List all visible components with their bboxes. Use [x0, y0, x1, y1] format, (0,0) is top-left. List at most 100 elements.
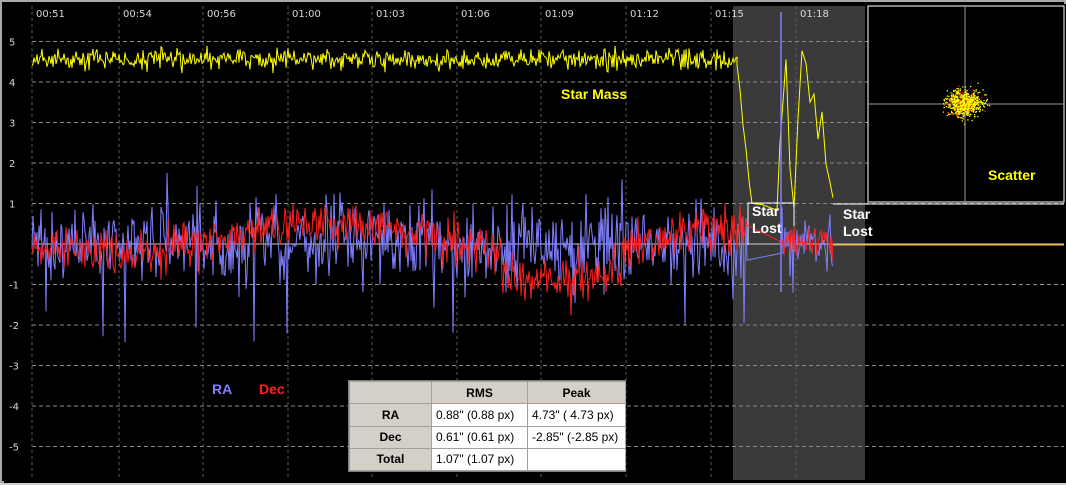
scatter-point [970, 85, 972, 88]
scatter-point [972, 93, 975, 95]
scatter-point [946, 90, 948, 92]
scatter-point [953, 107, 955, 109]
scatter-point [974, 97, 976, 99]
scatter-point [959, 113, 961, 115]
scatter-point [973, 104, 975, 106]
scatter-point [942, 111, 945, 113]
scatter-point [974, 116, 977, 118]
scatter-point [953, 109, 955, 111]
scatter-point [956, 108, 958, 111]
scatter-point [953, 89, 955, 92]
scatter-point [950, 97, 952, 100]
scatter-point [961, 104, 963, 106]
scatter-point [961, 120, 963, 122]
scatter-point [950, 107, 952, 109]
star-lost-label-2: Star Lost [843, 206, 873, 240]
scatter-point [965, 105, 967, 107]
scatter-point [970, 110, 973, 112]
scatter-point [954, 100, 956, 103]
stats-table: RMS Peak RA 0.88" (0.88 px) 4.73" ( 4.73… [348, 380, 626, 472]
scatter-point [953, 90, 955, 92]
scatter-point [953, 97, 956, 99]
scatter-point [967, 97, 970, 99]
scatter-point [957, 115, 959, 118]
scatter-point [985, 100, 988, 102]
scatter-point [955, 99, 957, 101]
scatter-point [971, 105, 973, 107]
scatter-point [954, 101, 957, 104]
scatter-point [970, 99, 972, 102]
scatter-point [952, 107, 954, 109]
y-tick-label: -5 [9, 443, 19, 454]
scatter-point [966, 97, 968, 99]
scatter-point [966, 95, 968, 97]
scatter-point [958, 109, 961, 111]
y-tick-label: 1 [9, 200, 15, 211]
scatter-point [962, 99, 964, 101]
scatter-plot[interactable] [867, 5, 1065, 203]
scatter-point [962, 104, 964, 106]
scatter-point [959, 100, 962, 103]
dec-trace [31, 203, 834, 316]
scatter-point [957, 113, 959, 115]
scatter-point [959, 88, 961, 90]
scatter-point [967, 95, 970, 98]
star-lost-label-1: Star Lost [752, 203, 782, 237]
scatter-point [974, 101, 976, 103]
scatter-point [973, 105, 975, 108]
scatter-point [959, 99, 962, 102]
scatter-point [955, 110, 957, 112]
scatter-point [971, 119, 973, 122]
star-lost-label-1-line1: Star [752, 203, 780, 219]
scatter-point [963, 106, 965, 108]
scatter-point [958, 111, 960, 113]
scatter-point [971, 101, 973, 103]
scatter-point [975, 96, 978, 98]
stats-row-label: Total [349, 447, 432, 472]
time-tick-label: 00:54 [123, 9, 152, 20]
scatter-point [976, 102, 978, 104]
scatter-point [976, 103, 978, 105]
scatter-point [951, 98, 953, 100]
scatter-point [964, 108, 966, 110]
scatter-point [964, 96, 966, 98]
scatter-point [974, 103, 977, 105]
scatter-point [967, 93, 969, 95]
star-lost-label-2-line1: Star [843, 206, 871, 222]
scatter-point [965, 91, 967, 93]
scatter-point [960, 96, 962, 98]
y-tick-label: -3 [9, 362, 19, 373]
scatter-point [955, 100, 957, 102]
scatter-point [951, 99, 953, 102]
scatter-point [977, 98, 979, 100]
scatter-point [983, 105, 985, 107]
scatter-point [965, 93, 967, 95]
scatter-point [945, 101, 947, 104]
scatter-point [960, 101, 962, 103]
y-tick-label: -1 [9, 281, 19, 292]
scatter-point [973, 92, 975, 94]
scatter-point [957, 97, 959, 99]
scatter-point [954, 98, 956, 100]
scatter-point [957, 88, 959, 90]
scatter-point [961, 115, 963, 117]
scatter-point [953, 98, 955, 100]
scatter-point [943, 103, 945, 105]
scatter-point [962, 115, 965, 118]
scatter-point [970, 107, 972, 109]
scatter-point [967, 105, 969, 107]
scatter-point [949, 106, 951, 108]
scatter-point [957, 107, 959, 109]
scatter-point [958, 108, 960, 110]
scatter-point [970, 107, 973, 109]
scatter-point [958, 116, 960, 118]
scatter-point [959, 106, 961, 108]
scatter-point [966, 108, 968, 110]
stats-cell-rms: 0.61" (0.61 px) [431, 425, 528, 449]
scatter-point [953, 104, 955, 106]
scatter-point [972, 106, 974, 108]
scatter-point [956, 99, 959, 101]
scatter-point [972, 103, 974, 105]
scatter-point [984, 94, 986, 96]
star-mass-label: Star Mass [561, 86, 628, 102]
